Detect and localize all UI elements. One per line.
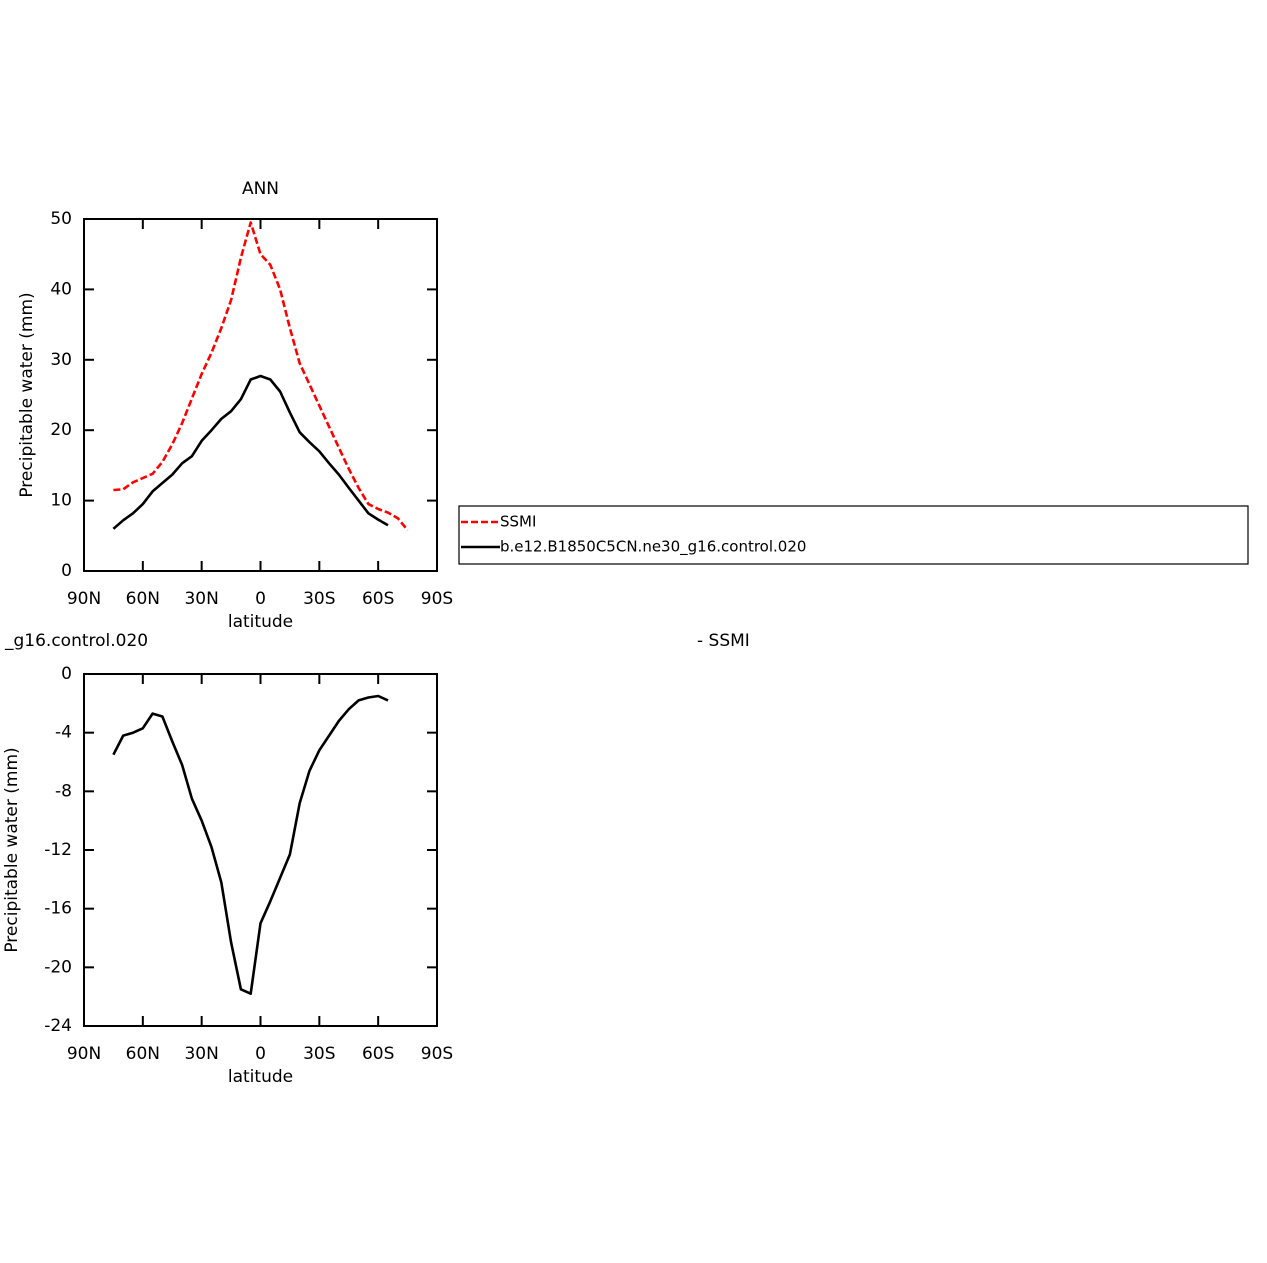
x-tick-label: 0	[255, 1044, 266, 1064]
y-tick-label: 50	[50, 209, 72, 229]
panel-title: _g16.control.020	[4, 631, 148, 651]
y-tick-label: -8	[55, 781, 72, 801]
y-tick-label: -4	[55, 723, 72, 743]
data-line	[113, 221, 409, 532]
y-axis-label: Precipitable water (mm)	[17, 292, 37, 497]
x-axis-label: latitude	[228, 612, 293, 632]
x-tick-label: 30N	[184, 589, 218, 609]
legend-box	[458, 505, 1249, 565]
x-tick-label: 60N	[126, 1044, 160, 1064]
x-tick-label: 90S	[421, 1044, 453, 1064]
y-tick-label: -12	[44, 840, 72, 860]
y-tick-label: 30	[50, 350, 72, 370]
y-tick-label: 40	[50, 279, 72, 299]
x-tick-label: 30S	[303, 1044, 335, 1064]
panel-title: ANN	[242, 179, 279, 199]
x-axis-label: latitude	[228, 1067, 293, 1087]
x-tick-label: 90N	[67, 1044, 101, 1064]
y-tick-label: 0	[61, 561, 72, 581]
x-tick-label: 30N	[184, 1044, 218, 1064]
y-axis-label: Precipitable water (mm)	[2, 747, 22, 952]
x-tick-label: 60N	[126, 589, 160, 609]
x-tick-label: 90N	[67, 589, 101, 609]
x-tick-label: 30S	[303, 589, 335, 609]
panel-title-right: - SSMI	[697, 631, 750, 651]
y-tick-label: 20	[50, 420, 72, 440]
x-tick-label: 0	[255, 589, 266, 609]
y-tick-label: 0	[61, 664, 72, 684]
y-tick-label: 10	[50, 491, 72, 511]
plot-frame	[83, 673, 438, 1027]
data-line	[112, 374, 389, 530]
data-line	[112, 694, 389, 995]
x-tick-label: 60S	[362, 1044, 394, 1064]
legend-label: b.e12.B1850C5CN.ne30_g16.control.020	[500, 538, 806, 557]
x-tick-label: 90S	[421, 589, 453, 609]
y-tick-label: -24	[44, 1016, 72, 1036]
y-tick-label: -16	[44, 899, 72, 919]
x-tick-label: 60S	[362, 589, 394, 609]
legend-label: SSMI	[500, 513, 536, 531]
y-tick-label: -20	[44, 957, 72, 977]
plot-frame	[83, 218, 438, 572]
